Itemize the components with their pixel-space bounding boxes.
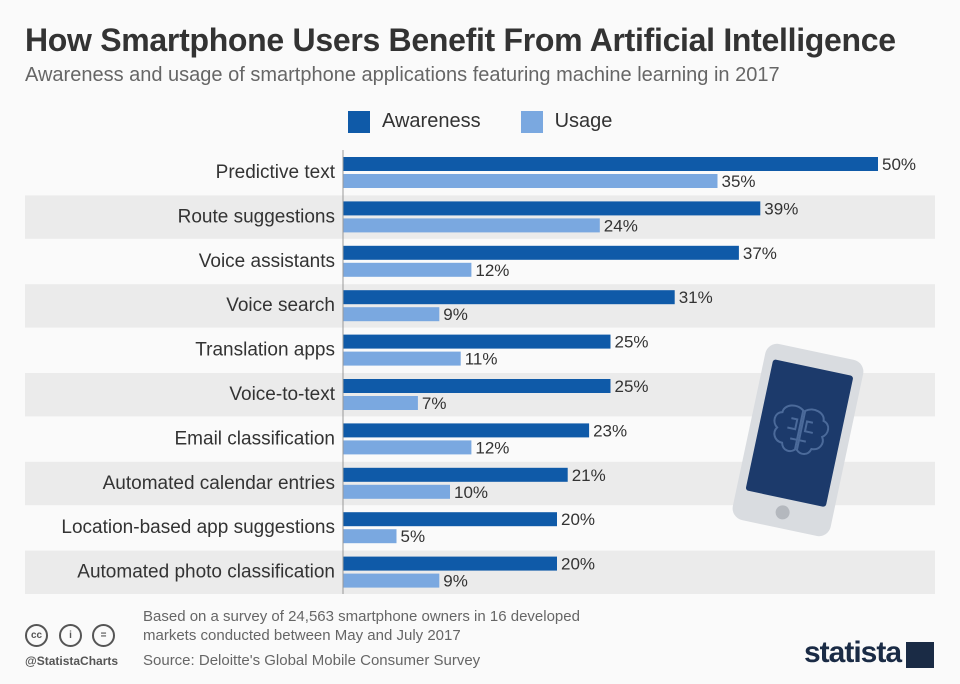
bar-awareness (343, 201, 761, 216)
data-label-awareness: 20% (561, 555, 595, 574)
data-label-usage: 7% (422, 394, 447, 413)
bar-awareness (343, 379, 611, 393)
bar-awareness (343, 556, 557, 571)
data-label-awareness: 31% (679, 288, 713, 307)
data-label-awareness: 25% (615, 377, 649, 396)
data-label-awareness: 20% (561, 510, 595, 529)
data-label-usage: 9% (443, 305, 468, 324)
chart-title: How Smartphone Users Benefit From Artifi… (25, 22, 896, 58)
bar-awareness (343, 334, 611, 349)
data-label-awareness: 23% (593, 421, 627, 440)
twitter-handle[interactable]: @StatistaCharts (25, 654, 119, 668)
legend-label-usage: Usage (554, 110, 613, 132)
data-label-usage: 5% (401, 527, 426, 546)
legend: Awareness Usage (348, 110, 612, 133)
category-label: Automated calendar entries (103, 473, 335, 494)
category-label: Route suggestions (178, 206, 335, 227)
bar-usage (343, 351, 461, 366)
bar-usage (343, 307, 440, 322)
data-label-awareness: 25% (615, 333, 649, 352)
legend-label-awareness: Awareness (382, 110, 481, 132)
category-label: Email classification (175, 428, 336, 449)
legend-item-awareness: Awareness (348, 110, 481, 133)
category-label: Translation apps (195, 340, 335, 361)
data-label-awareness: 37% (743, 244, 777, 263)
legend-swatch-usage (520, 110, 543, 133)
survey-note-line1: Based on a survey of 24,563 smartphone o… (143, 608, 580, 625)
bar-usage (343, 396, 418, 410)
data-label-usage: 24% (604, 216, 638, 235)
category-label: Predictive text (216, 162, 336, 183)
data-label-usage: 10% (454, 483, 488, 502)
legend-item-usage: Usage (520, 110, 613, 133)
no-derivatives-icon[interactable]: = (92, 624, 115, 647)
bar-awareness (343, 290, 675, 305)
category-label: Voice assistants (199, 251, 335, 272)
chart-subtitle: Awareness and usage of smartphone applic… (25, 64, 780, 86)
data-label-usage: 12% (475, 261, 509, 280)
bar-awareness (343, 512, 557, 527)
attribution-icon[interactable]: i (59, 624, 82, 647)
cc-icon[interactable]: cc (25, 624, 48, 647)
bar-usage (343, 218, 600, 233)
data-label-usage: 12% (475, 438, 509, 457)
source-text: Source: Deloitte's Global Mobile Consume… (143, 652, 481, 669)
bar-usage (343, 484, 450, 499)
bar-usage (343, 440, 472, 455)
category-label: Voice search (226, 295, 335, 316)
category-label: Location-based app suggestions (61, 517, 335, 538)
bar-usage (343, 262, 472, 277)
bar-awareness (343, 157, 878, 171)
data-label-awareness: 39% (764, 199, 798, 218)
data-label-usage: 9% (443, 572, 468, 591)
bar-usage (343, 573, 440, 588)
survey-note-line2: markets conducted between May and July 2… (143, 627, 461, 644)
category-label: Voice-to-text (229, 384, 335, 405)
statista-logo[interactable]: statista (804, 636, 902, 669)
bar-usage (343, 529, 397, 544)
bar-awareness (343, 245, 739, 260)
data-label-awareness: 50% (882, 155, 916, 174)
category-label: Automated photo classification (77, 562, 335, 583)
data-label-usage: 35% (722, 172, 756, 191)
bar-usage (343, 174, 718, 188)
bar-awareness (343, 467, 568, 482)
statista-logo-mark (906, 642, 934, 668)
bar-awareness (343, 423, 590, 438)
data-label-awareness: 21% (572, 466, 606, 485)
legend-swatch-awareness (348, 110, 370, 133)
data-label-usage: 11% (465, 350, 498, 369)
